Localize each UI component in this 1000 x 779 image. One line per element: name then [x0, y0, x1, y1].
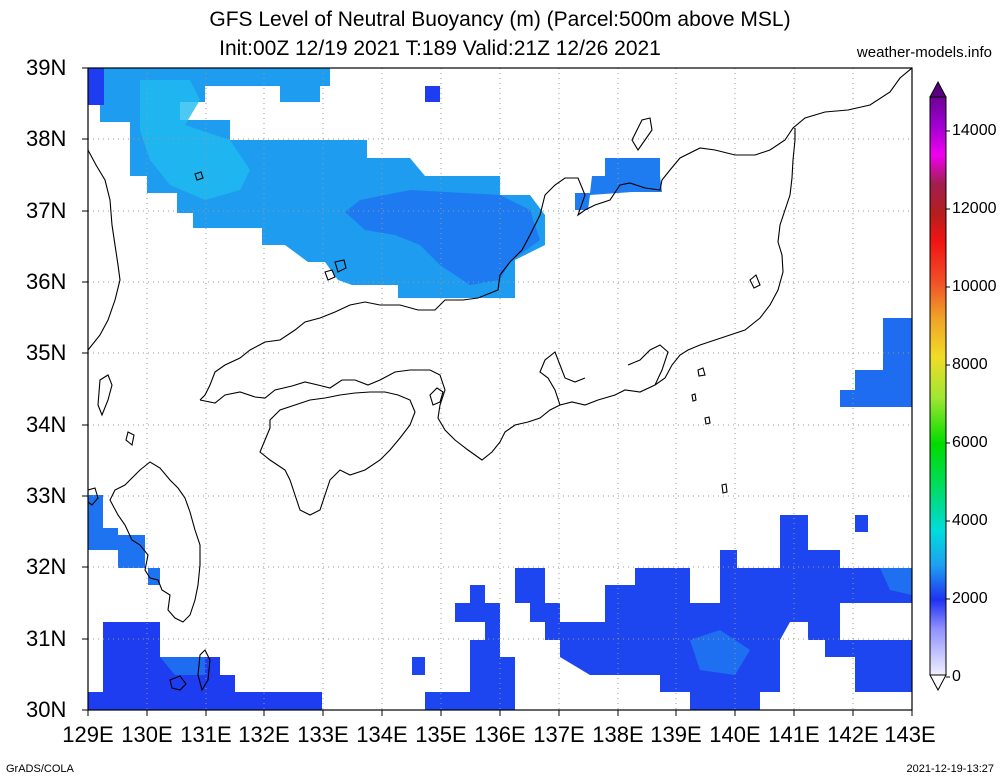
coastline-sado: [631, 117, 653, 152]
lat-label: 32N: [26, 554, 67, 579]
coastline-awaji: [429, 387, 444, 406]
lat-label: 38N: [26, 126, 67, 151]
field-region-pacific-south-lighter: [690, 568, 912, 675]
colorbar-label: 6000: [952, 434, 988, 451]
lon-label: 130E: [121, 722, 173, 747]
colorbar-bottom-arrow: [929, 674, 947, 692]
coastline-honshu-pacific: [199, 128, 796, 461]
coastlines: [88, 68, 912, 692]
field-region-kyushu-west: [88, 495, 160, 585]
coastline-tanegashima: [197, 649, 211, 692]
coastline-honshu-north: [199, 68, 912, 401]
field-region-pacific-south: [515, 515, 912, 710]
field-region-sea-of-japan-light: [140, 80, 250, 200]
colorbar-ticks: [946, 130, 950, 678]
lon-label: 131E: [180, 722, 232, 747]
chart-title-line1: GFS Level of Neutral Buoyancy (m) (Parce…: [209, 8, 791, 31]
footer-timestamp: 2021-12-19-13:27: [906, 763, 994, 775]
colorbar-label: 14000: [952, 122, 997, 139]
coastline-yakushima: [169, 675, 187, 691]
colorbar-label: 0: [952, 668, 961, 685]
axis-ticks: [82, 67, 913, 716]
coastline-kanto: [627, 344, 669, 386]
lat-label: 39N: [26, 55, 67, 80]
gridlines: [88, 68, 912, 710]
field-region-south-kyushu-lighter: [160, 657, 205, 675]
coastline-shikoku: [259, 391, 416, 516]
lon-label: 142E: [827, 722, 879, 747]
lon-label: 140E: [709, 722, 761, 747]
lon-label: 139E: [650, 722, 702, 747]
coastline-ulleung: [194, 171, 204, 181]
lon-label: 135E: [415, 722, 467, 747]
lat-label: 33N: [26, 483, 67, 508]
colorbar-label: 8000: [952, 356, 988, 373]
colorbar-label: 10000: [952, 278, 997, 295]
lon-label: 138E: [592, 722, 644, 747]
lat-label: 31N: [26, 626, 67, 651]
field-region-sea-of-japan-core: [345, 190, 540, 285]
coastline-kyushu: [109, 461, 201, 623]
lon-label: 134E: [356, 722, 408, 747]
colorbar: [929, 80, 950, 692]
field-region-pacific-south-3: [855, 515, 868, 532]
chart-title-line2: Init:00Z 12/19 2021 T:189 Valid:21Z 12/2…: [219, 37, 661, 60]
lat-label: 37N: [26, 198, 67, 223]
lon-label: 133E: [297, 722, 349, 747]
lat-label: 34N: [26, 412, 67, 437]
colorbar-label: 2000: [952, 590, 988, 607]
field-region-pacific-south-2: [808, 622, 912, 692]
colorbar-ramp: [929, 96, 947, 676]
site-credit: weather-models.info: [856, 44, 992, 61]
lat-label: 35N: [26, 340, 67, 365]
colorbar-top-arrow: [929, 80, 947, 98]
lat-label: 30N: [26, 697, 67, 722]
field-region-east-of-honshu: [840, 318, 912, 407]
lon-label: 129E: [62, 722, 114, 747]
colorbar-label: 4000: [952, 512, 988, 529]
field-region-pacific-south-4: [412, 585, 515, 710]
coastline-izu-islands: [691, 367, 728, 494]
coastline-korea: [88, 149, 121, 351]
coastline-kurils-south: [749, 274, 761, 289]
lon-label: 132E: [238, 722, 290, 747]
footer-credit: GrADS/COLA: [6, 763, 74, 775]
lat-label: 36N: [26, 269, 67, 294]
lon-label: 136E: [474, 722, 526, 747]
lon-label: 143E: [884, 722, 936, 747]
coastline-tsushima: [97, 374, 113, 417]
coastline-goto: [88, 431, 135, 506]
coastline-oki: [324, 259, 347, 281]
colorbar-label: 12000: [952, 200, 997, 217]
lon-label: 137E: [533, 722, 585, 747]
coastline-ise: [539, 351, 586, 406]
lon-label: 141E: [768, 722, 820, 747]
